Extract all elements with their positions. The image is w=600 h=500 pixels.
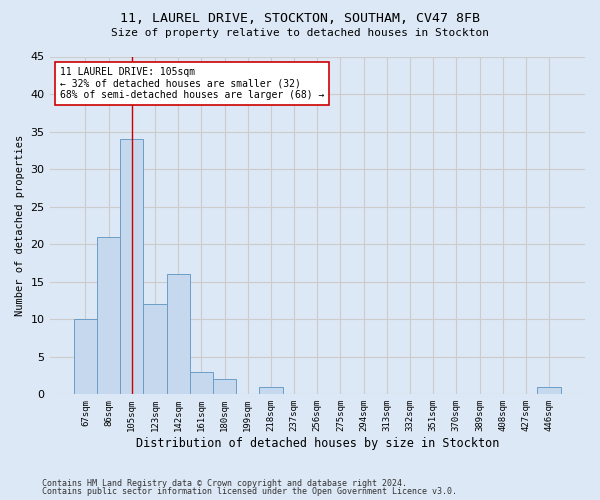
Bar — [538, 387, 560, 394]
Bar — [213, 380, 236, 394]
Bar — [120, 139, 143, 394]
Bar — [143, 304, 167, 394]
Text: Contains HM Land Registry data © Crown copyright and database right 2024.: Contains HM Land Registry data © Crown c… — [42, 478, 407, 488]
Text: 11, LAUREL DRIVE, STOCKTON, SOUTHAM, CV47 8FB: 11, LAUREL DRIVE, STOCKTON, SOUTHAM, CV4… — [120, 12, 480, 26]
X-axis label: Distribution of detached houses by size in Stockton: Distribution of detached houses by size … — [136, 437, 499, 450]
Text: Contains public sector information licensed under the Open Government Licence v3: Contains public sector information licen… — [42, 487, 457, 496]
Text: 11 LAUREL DRIVE: 105sqm
← 32% of detached houses are smaller (32)
68% of semi-de: 11 LAUREL DRIVE: 105sqm ← 32% of detache… — [60, 66, 325, 100]
Bar — [167, 274, 190, 394]
Bar — [259, 387, 283, 394]
Bar — [190, 372, 213, 394]
Bar — [74, 320, 97, 394]
Bar — [97, 236, 120, 394]
Y-axis label: Number of detached properties: Number of detached properties — [15, 135, 25, 316]
Text: Size of property relative to detached houses in Stockton: Size of property relative to detached ho… — [111, 28, 489, 38]
